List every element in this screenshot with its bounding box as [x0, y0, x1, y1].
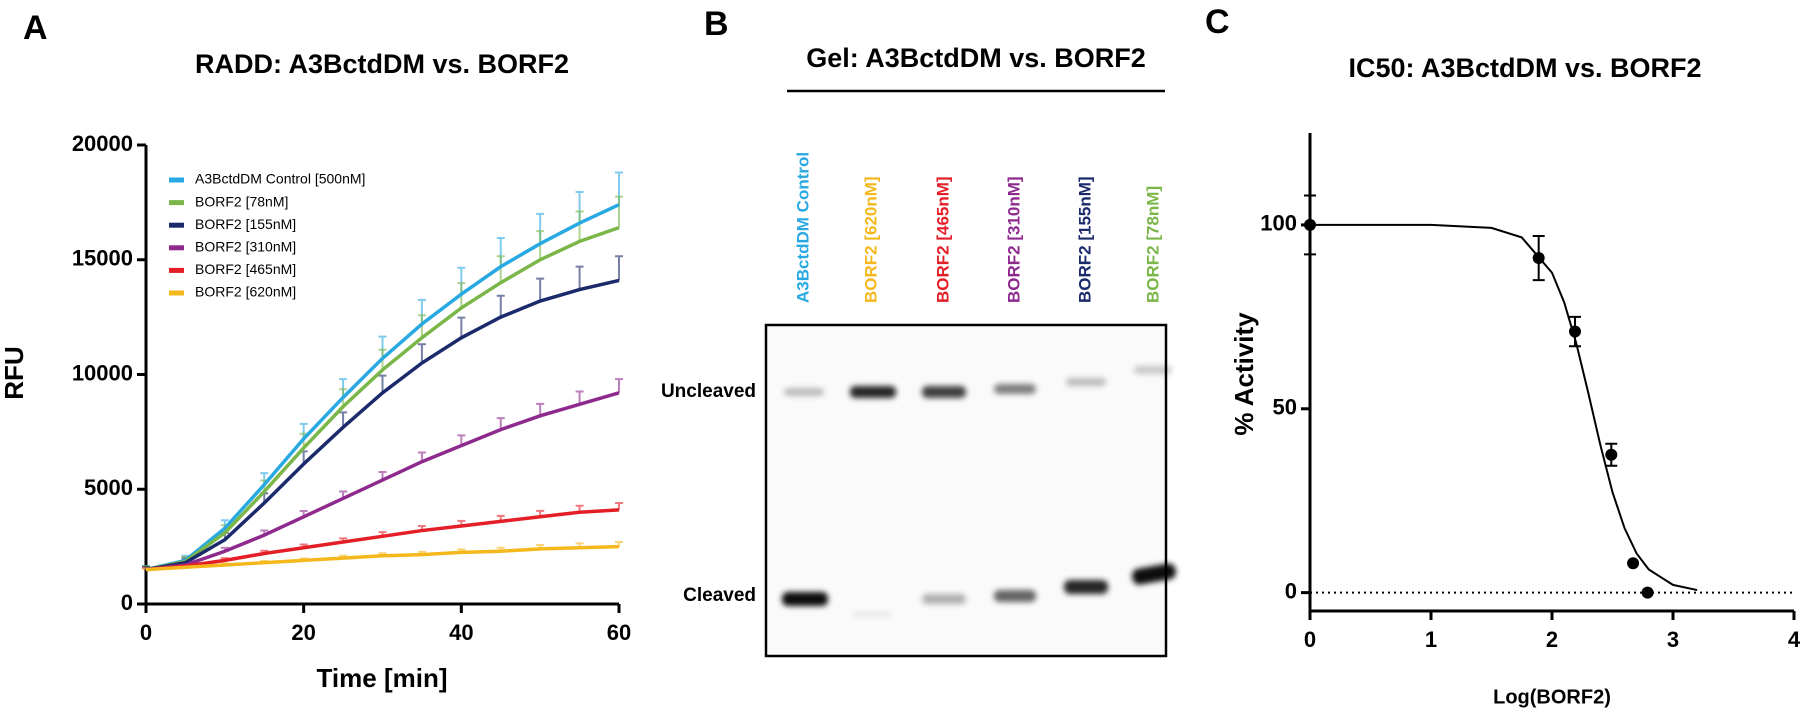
data-point — [1532, 252, 1545, 265]
band — [1134, 366, 1172, 374]
data-point — [1641, 586, 1654, 599]
error-bar — [575, 210, 584, 242]
band — [994, 590, 1036, 602]
x-tick-label: 60 — [607, 620, 631, 645]
legend-label: A3BctdDM Control [500nM] — [195, 171, 365, 187]
error-bar — [378, 374, 387, 393]
gel-panel: Gel: A3BctdDM vs. BORF2 Uncleaved Cleave… — [661, 43, 1176, 658]
panel-letter: A — [23, 9, 48, 47]
y-tick-label: 0 — [1285, 578, 1297, 603]
panel-letter: B — [704, 5, 729, 43]
band — [1066, 378, 1106, 386]
band — [782, 592, 828, 606]
data-point — [1605, 448, 1618, 461]
x-tick-label: 20 — [291, 620, 315, 645]
x-tick-label: 2 — [1546, 627, 1558, 652]
y-tick-label: 50 — [1273, 395, 1297, 420]
band — [922, 594, 966, 604]
x-tick-label: 40 — [449, 620, 473, 645]
y-tick-label: 20000 — [72, 131, 133, 156]
x-axis-label: Log(BORF2) — [1493, 686, 1611, 708]
band — [1064, 580, 1108, 594]
band — [784, 388, 824, 396]
series-line — [145, 391, 620, 572]
x-tick-label: 4 — [1788, 627, 1800, 652]
y-tick-label: 10000 — [72, 360, 133, 385]
lane-label: BORF2 [465nM] — [933, 176, 952, 303]
error-bar — [615, 541, 623, 547]
error-bar — [575, 390, 584, 405]
error-bar — [615, 255, 623, 281]
legend-label: BORF2 [310nM] — [195, 239, 296, 255]
x-tick-label: 0 — [1304, 627, 1316, 652]
x-tick-label: 3 — [1667, 627, 1679, 652]
y-tick-label: 0 — [121, 590, 133, 615]
error-bar — [615, 502, 623, 510]
error-bar — [575, 265, 584, 290]
chart-title: IC50: A3BctdDM vs. BORF2 — [1348, 53, 1701, 83]
error-bar — [496, 294, 505, 318]
fit-curve — [1310, 223, 1698, 592]
series-line — [145, 225, 620, 572]
lane-label: BORF2 [310nM] — [1004, 176, 1023, 303]
y-axis-label: RFU — [0, 346, 29, 399]
x-axis-label: Time [min] — [317, 663, 448, 693]
band — [1132, 563, 1176, 585]
legend-label: BORF2 [78nM] — [195, 193, 288, 209]
data-point — [1627, 557, 1640, 570]
error-bar — [496, 417, 505, 430]
band — [994, 384, 1036, 394]
panel-letter: C — [1205, 3, 1230, 41]
error-bar — [615, 195, 623, 228]
error-bar — [417, 343, 426, 364]
data-point — [1568, 325, 1581, 338]
y-axis-label: % Activity — [1229, 312, 1259, 436]
lane-label: BORF2 [155nM] — [1075, 176, 1094, 303]
series-line — [145, 278, 620, 572]
y-tick-label: 15000 — [72, 246, 133, 271]
lane-label: BORF2 [620nM] — [861, 176, 880, 303]
series-line — [145, 544, 620, 572]
x-tick-label: 1 — [1425, 627, 1437, 652]
legend-label: BORF2 [620nM] — [195, 284, 296, 300]
gel-title: Gel: A3BctdDM vs. BORF2 — [806, 43, 1146, 73]
lane-label: BORF2 [78nM] — [1143, 186, 1162, 303]
error-bar — [536, 277, 545, 302]
y-tick-label: 5000 — [84, 475, 133, 500]
chart-title: RADD: A3BctdDM vs. BORF2 — [195, 49, 569, 79]
series-line — [145, 203, 620, 572]
series-line — [145, 508, 620, 572]
data-point — [1304, 218, 1316, 231]
error-bar — [496, 255, 505, 283]
band — [850, 386, 896, 398]
gel-image — [764, 323, 1168, 658]
gel-bands — [782, 366, 1176, 617]
legend-label: BORF2 [155nM] — [195, 216, 296, 232]
error-bar — [615, 378, 623, 393]
error-bar — [417, 314, 426, 338]
row-label: Cleaved — [683, 585, 756, 606]
x-tick-label: 0 — [140, 620, 152, 645]
error-bar — [339, 411, 348, 428]
band — [922, 386, 966, 398]
lane-label: A3BctdDM Control — [793, 152, 812, 303]
y-tick-label: 100 — [1260, 211, 1297, 236]
legend-label: BORF2 [465nM] — [195, 261, 296, 277]
row-label: Uncleaved — [661, 381, 756, 402]
error-bar — [457, 316, 466, 338]
band — [852, 612, 892, 617]
error-bar — [536, 402, 545, 416]
